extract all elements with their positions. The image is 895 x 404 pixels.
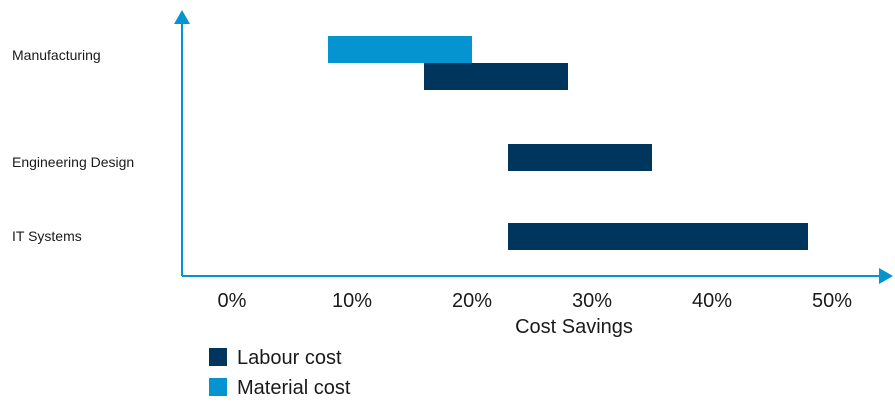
bar-labour-cost-engineering-design [508, 144, 652, 171]
legend-label-labour-cost: Labour cost [237, 347, 342, 369]
axes [174, 10, 893, 284]
legend-label-material-cost: Material cost [237, 377, 351, 399]
x-tick-label: 0% [218, 290, 247, 312]
bar-material-cost-manufacturing [328, 36, 472, 63]
category-labels: Manufacturing Engineering Design IT System… [12, 47, 134, 244]
x-tick-label: 50% [812, 290, 852, 312]
x-axis-arrow-icon [879, 268, 893, 284]
category-label-manufacturing: Manufacturing [12, 47, 101, 63]
legend: Labour cost Material cost [209, 347, 351, 399]
legend-swatch-labour-cost [209, 348, 227, 366]
x-tick-label: 30% [572, 290, 612, 312]
bars [328, 36, 808, 250]
x-tick-label: 40% [692, 290, 732, 312]
legend-swatch-material-cost [209, 378, 227, 396]
bar-labour-cost-it-systems [508, 223, 808, 250]
x-tick-labels: 0% 10% 20% 30% 40% 50% [218, 290, 853, 312]
x-tick-label: 20% [452, 290, 492, 312]
x-axis-title: Cost Savings [515, 316, 633, 338]
category-label-engineering-design: Engineering Design [12, 154, 134, 170]
y-axis-arrow-icon [174, 10, 190, 24]
category-label-it-systems: IT Systems [12, 228, 82, 244]
bar-labour-cost-manufacturing [424, 63, 568, 90]
x-tick-label: 10% [332, 290, 372, 312]
